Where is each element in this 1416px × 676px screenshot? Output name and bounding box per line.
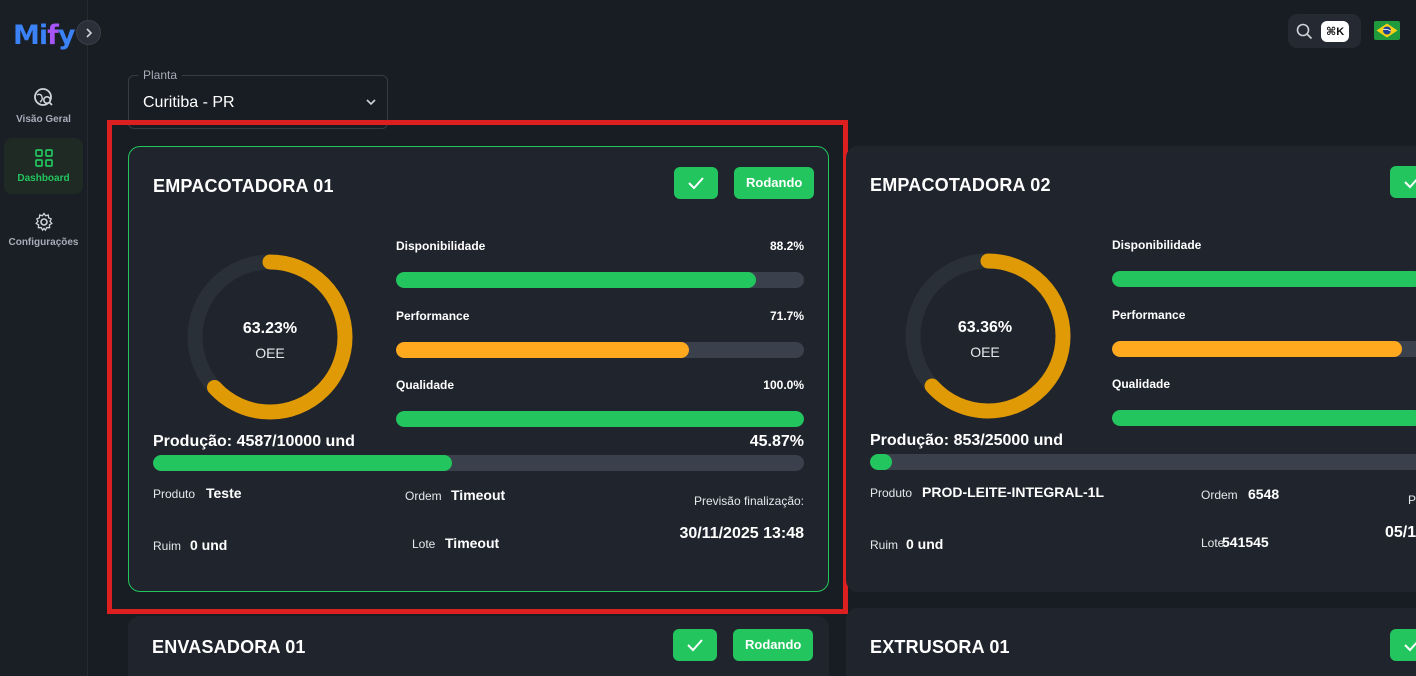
oee-gauge-arc (905, 253, 1071, 419)
sidebar: Mify Visão Geral Dashboard Configurações (0, 0, 101, 676)
product-value: PROD-LEITE-INTEGRAL-1L (922, 484, 1104, 500)
check-icon (1404, 178, 1416, 189)
forecast-label: Previsão finalização: (693, 494, 804, 508)
check-icon (1404, 641, 1416, 652)
machine-card[interactable]: EMPACOTADORA 01 Rodando 63.23% OEE Dispo… (128, 146, 829, 592)
machine-title: EXTRUSORA 01 (870, 637, 1010, 657)
order-key: Ordem (1201, 488, 1238, 502)
oee-value: 63.23% (242, 320, 298, 337)
plant-select[interactable]: Planta Curitiba - PR (128, 68, 388, 129)
confirm-button[interactable] (674, 167, 718, 199)
machine-title: ENVASADORA 01 (152, 637, 306, 657)
sidebar-item-label: Configurações (8, 237, 79, 248)
metric-bar-disponibilidade (1112, 271, 1416, 287)
metric-label-disponibilidade: Disponibilidade (1112, 238, 1202, 252)
metric-label-qualidade: Qualidade (396, 378, 455, 392)
confirm-button[interactable] (673, 629, 717, 661)
selection-highlight (107, 120, 848, 614)
metric-label-qualidade: Qualidade (1112, 377, 1171, 391)
metric-bar-qualidade (1112, 410, 1416, 426)
metric-bar-performance (1112, 341, 1416, 357)
order-key: Ordem (405, 489, 442, 503)
metric-bar-disponibilidade (396, 272, 804, 288)
machine-title: EMPACOTADORA 02 (870, 175, 1051, 195)
production-label: Produção: 4587/10000 und (153, 433, 355, 450)
order-value: Timeout (451, 487, 506, 503)
product-value: Teste (206, 485, 242, 501)
confirm-button[interactable] (1390, 166, 1416, 198)
bad-key: Ruim (153, 539, 182, 553)
chevron-down-icon (366, 99, 376, 106)
metric-value-performance: 71.7% (769, 309, 804, 323)
lot-value: 541545 (1222, 534, 1269, 550)
metric-value-disponibilidade: 88.2% (769, 239, 804, 253)
lot-key: Lote (412, 537, 436, 551)
oee-gauge (905, 253, 1071, 419)
bad-key: Ruim (870, 538, 899, 552)
machine-card[interactable]: ENVASADORA 01 Rodando (128, 616, 829, 676)
forecast-value: 30/11/2025 13:48 (679, 525, 804, 542)
machine-card[interactable]: EXTRUSORA 01 (846, 608, 1416, 676)
oee-value: 63.36% (957, 319, 1013, 336)
lot-value: Timeout (445, 535, 500, 551)
product-key: Produto (870, 486, 913, 500)
gear-icon (34, 212, 53, 232)
metric-label-disponibilidade: Disponibilidade (396, 239, 486, 253)
sidebar-item-label: Visão Geral (16, 114, 71, 125)
production-label: Produção: 853/25000 und (870, 432, 1063, 449)
search-shortcut-badge: ⌘K (1321, 20, 1350, 42)
chevron-right-icon (85, 27, 92, 38)
plant-select-label: Planta (138, 68, 183, 82)
production-bar-fill (153, 455, 452, 471)
grid-icon (34, 149, 53, 167)
check-icon (688, 177, 704, 190)
metric-bar-fill (396, 342, 689, 358)
product-key: Produto (153, 487, 196, 501)
production-percent: 45.87% (749, 433, 804, 450)
status-badge[interactable]: Rodando (734, 167, 815, 199)
metric-label-performance: Performance (1112, 308, 1186, 322)
bad-value: 0 und (190, 537, 228, 553)
status-badge[interactable]: Rodando (733, 629, 814, 661)
metric-bar-fill (396, 411, 804, 427)
metric-bar-fill (396, 272, 756, 288)
metric-value-qualidade: 100.0% (763, 378, 804, 392)
search-button[interactable]: ⌘K (1288, 14, 1361, 48)
metric-bar-performance (396, 342, 804, 358)
sidebar-item-label: Dashboard (17, 173, 70, 184)
forecast-value: 05/1 (1385, 524, 1416, 541)
metric-label-performance: Performance (396, 309, 470, 323)
oee-label: OEE (255, 345, 285, 361)
metric-bar-fill (1112, 271, 1416, 287)
search-icon (1296, 23, 1313, 39)
oee-gauge (187, 254, 353, 420)
oee-gauge-arc (187, 254, 353, 420)
sidebar-toggle-button[interactable] (76, 20, 101, 45)
oee-label: OEE (970, 344, 1000, 360)
globe-search-icon (33, 88, 53, 106)
lot-key: Lote (1201, 536, 1225, 550)
brazil-flag-icon[interactable] (1374, 21, 1400, 40)
sidebar-item-configuracoes[interactable]: Configurações (4, 202, 83, 258)
metric-bar-fill (1112, 341, 1402, 357)
sidebar-item-dashboard[interactable]: Dashboard (4, 138, 83, 194)
forecast-label: P (1408, 493, 1416, 507)
bad-value: 0 und (906, 536, 944, 552)
production-bar (870, 454, 1416, 470)
production-bar (153, 455, 804, 471)
plant-select-value: Curitiba - PR (143, 94, 235, 111)
app-logo[interactable]: Mify (13, 20, 75, 51)
confirm-button[interactable] (1390, 629, 1416, 661)
check-icon (687, 639, 703, 652)
machine-card[interactable]: EMPACOTADORA 02 63.36% OEE Disponibilida… (846, 146, 1416, 592)
order-value: 6548 (1248, 486, 1280, 502)
metric-bar-qualidade (396, 411, 804, 427)
production-bar-fill (870, 454, 892, 470)
metric-bar-fill (1112, 410, 1416, 426)
sidebar-item-visao-geral[interactable]: Visão Geral (4, 78, 83, 134)
machine-title: EMPACOTADORA 01 (153, 176, 334, 196)
